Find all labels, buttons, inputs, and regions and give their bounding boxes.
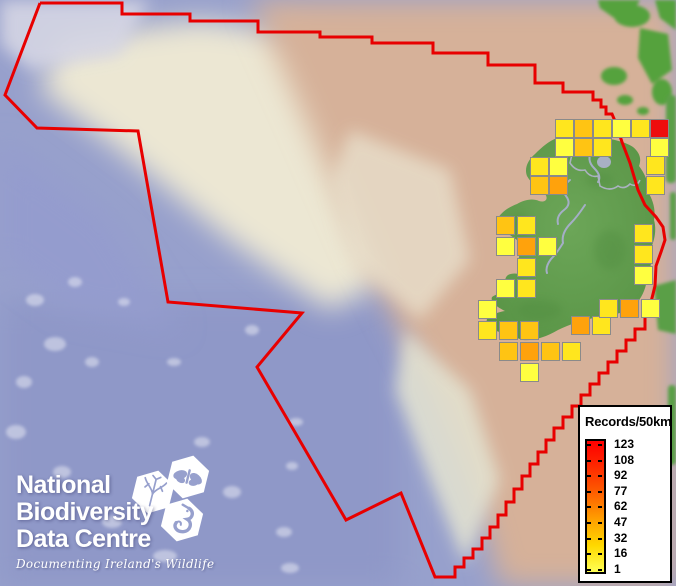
legend-tick-mark (598, 459, 602, 462)
legend-title: Records/50km (585, 414, 672, 429)
legend-tick-mark (587, 537, 591, 540)
grid-cell[interactable] (549, 176, 568, 195)
legend-body: Records/50km 123 108 92 77 62 47 32 16 1 (580, 407, 672, 581)
logo-line-1: National (16, 471, 111, 499)
grid-cell[interactable] (634, 224, 653, 243)
legend-tick-label: 108 (614, 452, 635, 467)
grid-cell[interactable] (646, 176, 665, 195)
logo-text: National Biodiversity Data Centre Docume… (16, 472, 214, 572)
legend-tick-mark (598, 522, 602, 524)
grid-cell[interactable] (593, 138, 612, 157)
grid-cell[interactable] (520, 342, 539, 361)
legend-tick-mark (587, 490, 591, 493)
nbdc-logo: National Biodiversity Data Centre Docume… (0, 440, 260, 586)
legend-tick-mark (598, 568, 602, 571)
legend-tick-mark (598, 490, 602, 493)
grid-cell[interactable] (631, 119, 650, 138)
grid-cell[interactable] (520, 321, 539, 340)
legend-tick-mark (587, 459, 591, 462)
grid-cell[interactable] (612, 119, 631, 138)
legend-tick-label: 123 (614, 437, 635, 451)
legend-tick-mark (587, 568, 591, 571)
grid-cell[interactable] (571, 316, 590, 335)
grid-cell[interactable] (646, 156, 665, 175)
eez-boundary (3, 1, 667, 579)
grid-cell[interactable] (496, 279, 515, 298)
grid-cell[interactable] (541, 342, 560, 361)
grid-cell[interactable] (517, 216, 536, 235)
grid-cell[interactable] (549, 157, 568, 176)
legend-tick-label: 32 (614, 530, 628, 545)
grid-cell[interactable] (634, 245, 653, 264)
grid-cell[interactable] (499, 321, 518, 340)
legend-tick-label: 1 (614, 561, 621, 576)
butterfly-icon (166, 455, 210, 499)
grid-cell[interactable] (592, 316, 611, 335)
grid-cell[interactable] (517, 258, 536, 277)
grid-cell[interactable] (555, 138, 574, 157)
tree-icon (131, 470, 175, 514)
legend-tick-mark (587, 553, 591, 556)
grid-cell[interactable] (530, 157, 549, 176)
ni-border (569, 149, 641, 190)
logo-hexagons (131, 455, 210, 542)
grid-cell[interactable] (538, 237, 557, 256)
lough-neagh (597, 156, 611, 168)
grid-cell[interactable] (517, 279, 536, 298)
legend-tick-mark (598, 506, 602, 509)
logo-line-2: Biodiversity (16, 498, 154, 526)
grid-cell[interactable] (650, 138, 669, 157)
grid-cell[interactable] (650, 119, 669, 138)
legend-tick-mark (587, 475, 591, 478)
seahorse-icon (160, 498, 204, 542)
legend-tick-mark (587, 506, 591, 509)
grid-cell[interactable] (499, 342, 518, 361)
grid-cell[interactable] (634, 266, 653, 285)
scotland-landmass (598, 0, 676, 115)
grid-cell[interactable] (599, 299, 618, 318)
legend-tick-mark (587, 444, 591, 446)
grid-cell[interactable] (574, 138, 593, 157)
grid-cell[interactable] (520, 363, 539, 382)
legend-tick-label: 47 (614, 515, 628, 529)
legend-tick-label: 16 (614, 546, 628, 561)
grid-cell[interactable] (574, 119, 593, 138)
grid-cell[interactable] (496, 237, 515, 256)
grid-cell[interactable] (555, 119, 574, 138)
logo-tagline: Documenting Ireland's Wildlife (16, 557, 215, 571)
grid-cell[interactable] (641, 299, 660, 318)
legend-tick-mark (598, 553, 602, 556)
legend-tick-label: 77 (614, 483, 628, 498)
grid-cell[interactable] (478, 321, 497, 340)
legend-tick-label: 92 (614, 468, 628, 483)
legend-tick-label: 62 (614, 499, 628, 514)
legend-tick-mark (598, 537, 602, 540)
seafloor-speckles (6, 277, 303, 573)
grid-cell[interactable] (517, 237, 536, 256)
grid-cell[interactable] (562, 342, 581, 361)
britain-landmass (654, 95, 676, 465)
legend-tick-mark (598, 475, 602, 478)
grid-cell[interactable] (620, 299, 639, 318)
grid-cell[interactable] (478, 300, 497, 319)
grid-cell[interactable] (530, 176, 549, 195)
grid-cell[interactable] (496, 216, 515, 235)
legend-tick-mark (587, 522, 591, 524)
grid-cell[interactable] (593, 119, 612, 138)
legend-tick-mark (598, 444, 602, 446)
logo-line-3: Data Centre (16, 525, 151, 553)
legend-gradient-bar (585, 439, 606, 574)
legend-panel: Records/50km 123 108 92 77 62 47 32 16 1 (578, 405, 672, 583)
